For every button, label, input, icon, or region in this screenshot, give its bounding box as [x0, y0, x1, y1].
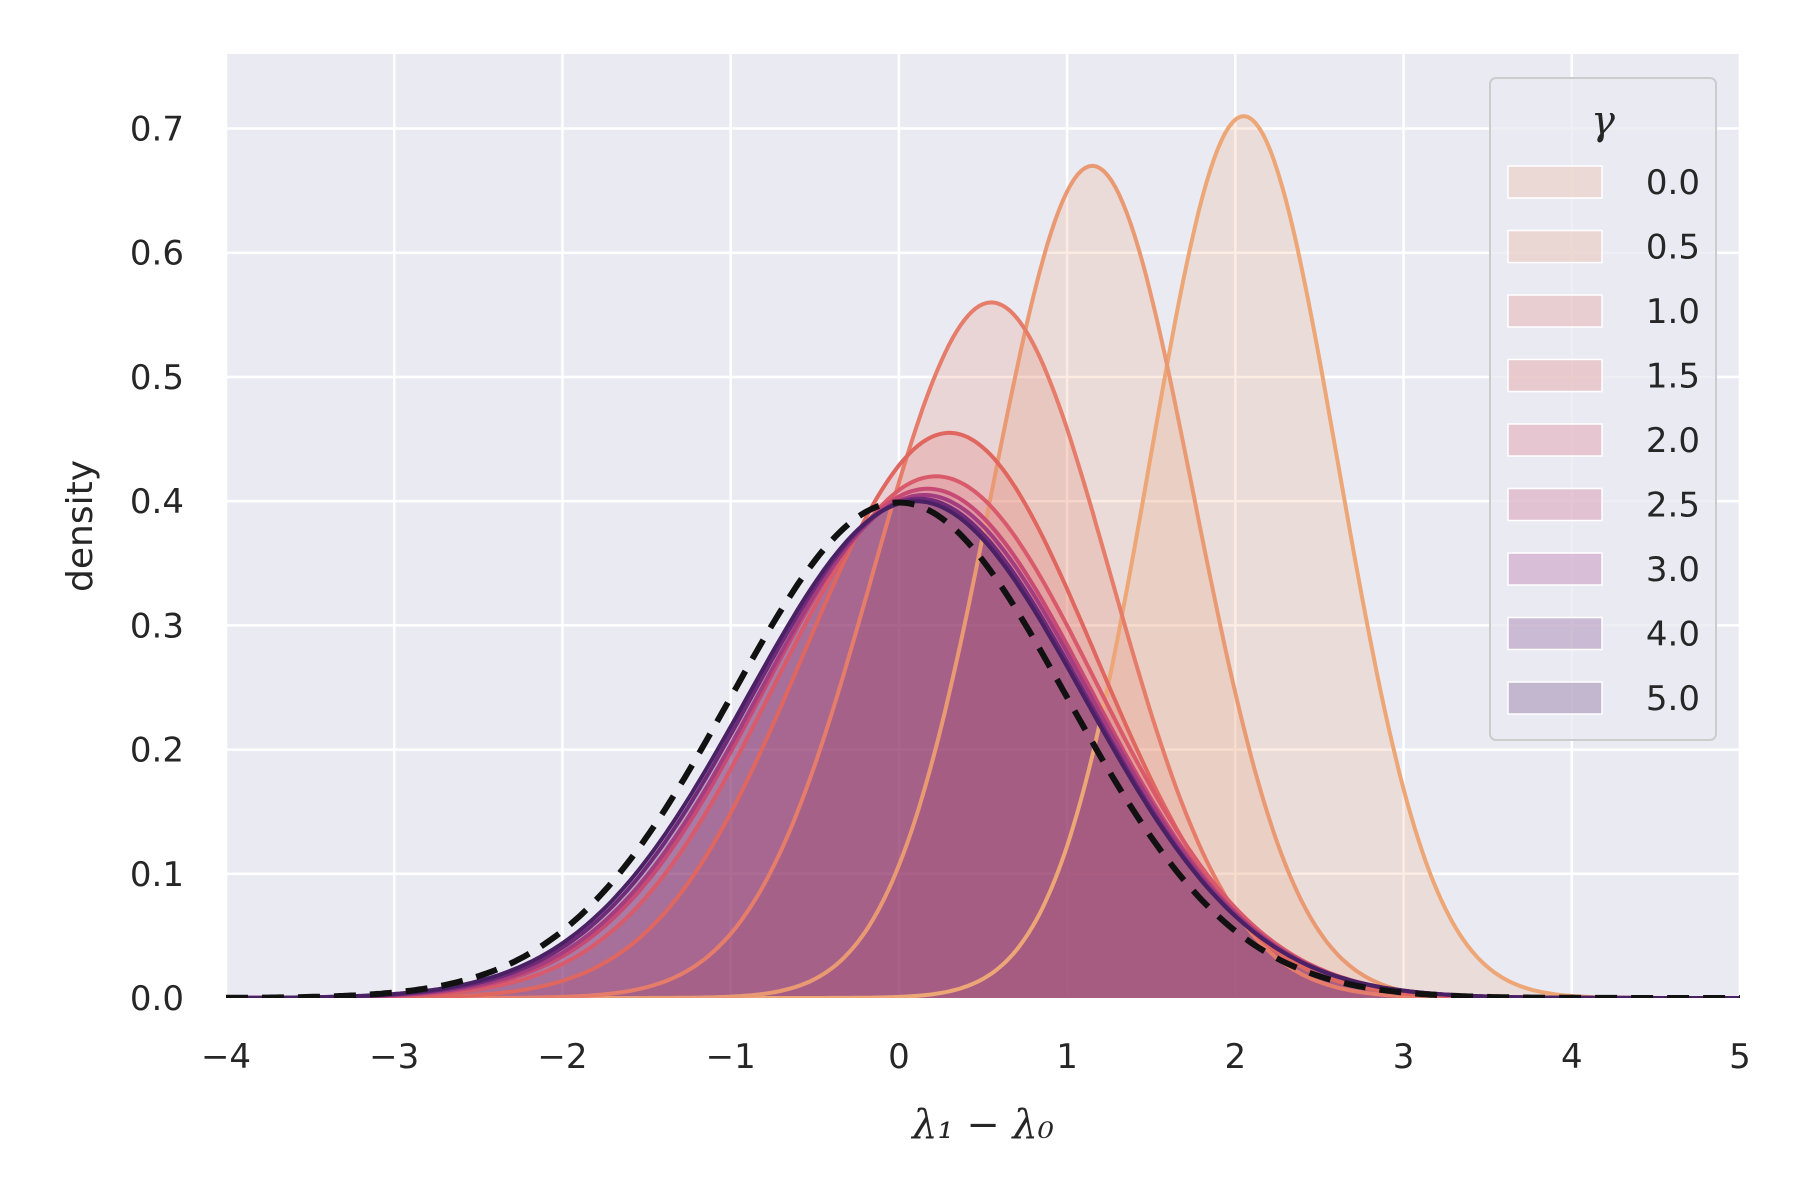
legend-swatch: [1507, 423, 1603, 457]
legend-label: 1.0: [1646, 292, 1700, 332]
density-fills: [226, 116, 1740, 998]
legend-label: 5.0: [1646, 679, 1700, 719]
density-fill-gamma-1.5: [226, 432, 1740, 998]
density-fill-gamma-2.0: [226, 476, 1740, 998]
x-tick-label: 0: [888, 1037, 910, 1077]
legend-item-1.5: 1.5: [1507, 357, 1700, 397]
legend-item-1.0: 1.0: [1507, 292, 1700, 332]
legend: γ 0.0 0.5 1.0 1.5 2.0 2.5 3.0 4.0 5.0: [1489, 77, 1717, 741]
density-fill-gamma-3.0: [226, 495, 1740, 998]
x-tick-label: 2: [1225, 1037, 1247, 1077]
y-tick-label: 0.0: [130, 979, 184, 1019]
legend-label: 0.5: [1646, 228, 1700, 268]
x-tick-label: 3: [1393, 1037, 1415, 1077]
legend-item-2.5: 2.5: [1507, 486, 1700, 526]
legend-swatch: [1507, 165, 1603, 199]
density-curve-gamma-0.0: [226, 114, 1740, 998]
legend-item-4.0: 4.0: [1507, 615, 1700, 655]
legend-item-3.0: 3.0: [1507, 550, 1700, 590]
legend-swatch: [1507, 681, 1603, 715]
density-fill-gamma-2.5: [226, 488, 1740, 998]
legend-title: γ: [1591, 98, 1615, 144]
density-fill-gamma-1.0: [226, 302, 1740, 998]
legend-swatch: [1507, 616, 1603, 651]
x-tick-label: −4: [201, 1037, 251, 1077]
y-tick-label: 0.5: [130, 358, 184, 398]
legend-item-2.0: 2.0: [1507, 421, 1700, 461]
x-tick-label: −2: [537, 1037, 587, 1077]
legend-label: 0.0: [1646, 163, 1700, 203]
legend-swatch: [1507, 552, 1603, 586]
legend-swatch: [1507, 229, 1603, 264]
density-curves: [226, 114, 1740, 998]
legend-item-5.0: 5.0: [1507, 679, 1700, 719]
x-tick-label: 4: [1561, 1037, 1583, 1077]
legend-label: 1.5: [1646, 357, 1700, 397]
x-tick-label: 1: [1056, 1037, 1078, 1077]
x-axis-label: λ₁ − λ₀: [910, 1102, 1054, 1148]
legend-label: 2.5: [1646, 486, 1700, 526]
x-tick-label: −3: [369, 1037, 419, 1077]
legend-swatch: [1507, 487, 1603, 522]
density-fill-gamma-0.0: [226, 116, 1740, 998]
x-tick-label: 5: [1729, 1037, 1751, 1077]
y-axis-label: density: [60, 460, 101, 592]
legend-item-0.5: 0.5: [1507, 228, 1700, 268]
legend-label: 4.0: [1646, 615, 1700, 655]
y-tick-label: 0.2: [130, 731, 184, 771]
y-tick-label: 0.7: [130, 110, 184, 150]
legend-item-0.0: 0.0: [1507, 163, 1700, 203]
y-tick-label: 0.3: [130, 606, 184, 646]
legend-swatch: [1507, 358, 1603, 393]
legend-swatch: [1507, 294, 1603, 328]
x-tick-label: −1: [706, 1037, 756, 1077]
y-tick-label: 0.1: [130, 855, 184, 895]
legend-label: 3.0: [1646, 550, 1700, 590]
density-fill-gamma-4.0: [226, 498, 1740, 998]
legend-label: 2.0: [1646, 421, 1700, 461]
density-fill-gamma-0.5: [226, 165, 1740, 998]
reference-normal-curve: [226, 499, 1740, 998]
legend-items: 0.0 0.5 1.0 1.5 2.0 2.5 3.0 4.0 5.0: [1507, 163, 1700, 719]
y-tick-label: 0.6: [130, 234, 184, 274]
y-tick-label: 0.4: [130, 482, 184, 522]
density-fill-gamma-5.0: [226, 501, 1740, 998]
legend-frame: [1489, 77, 1717, 741]
y-tick-labels: 0.0 0.1 0.2 0.3 0.4 0.5 0.6 0.7: [130, 110, 184, 1019]
x-tick-labels: −4 −3 −2 −1 0 1 2 3 4 5: [201, 1037, 1751, 1077]
